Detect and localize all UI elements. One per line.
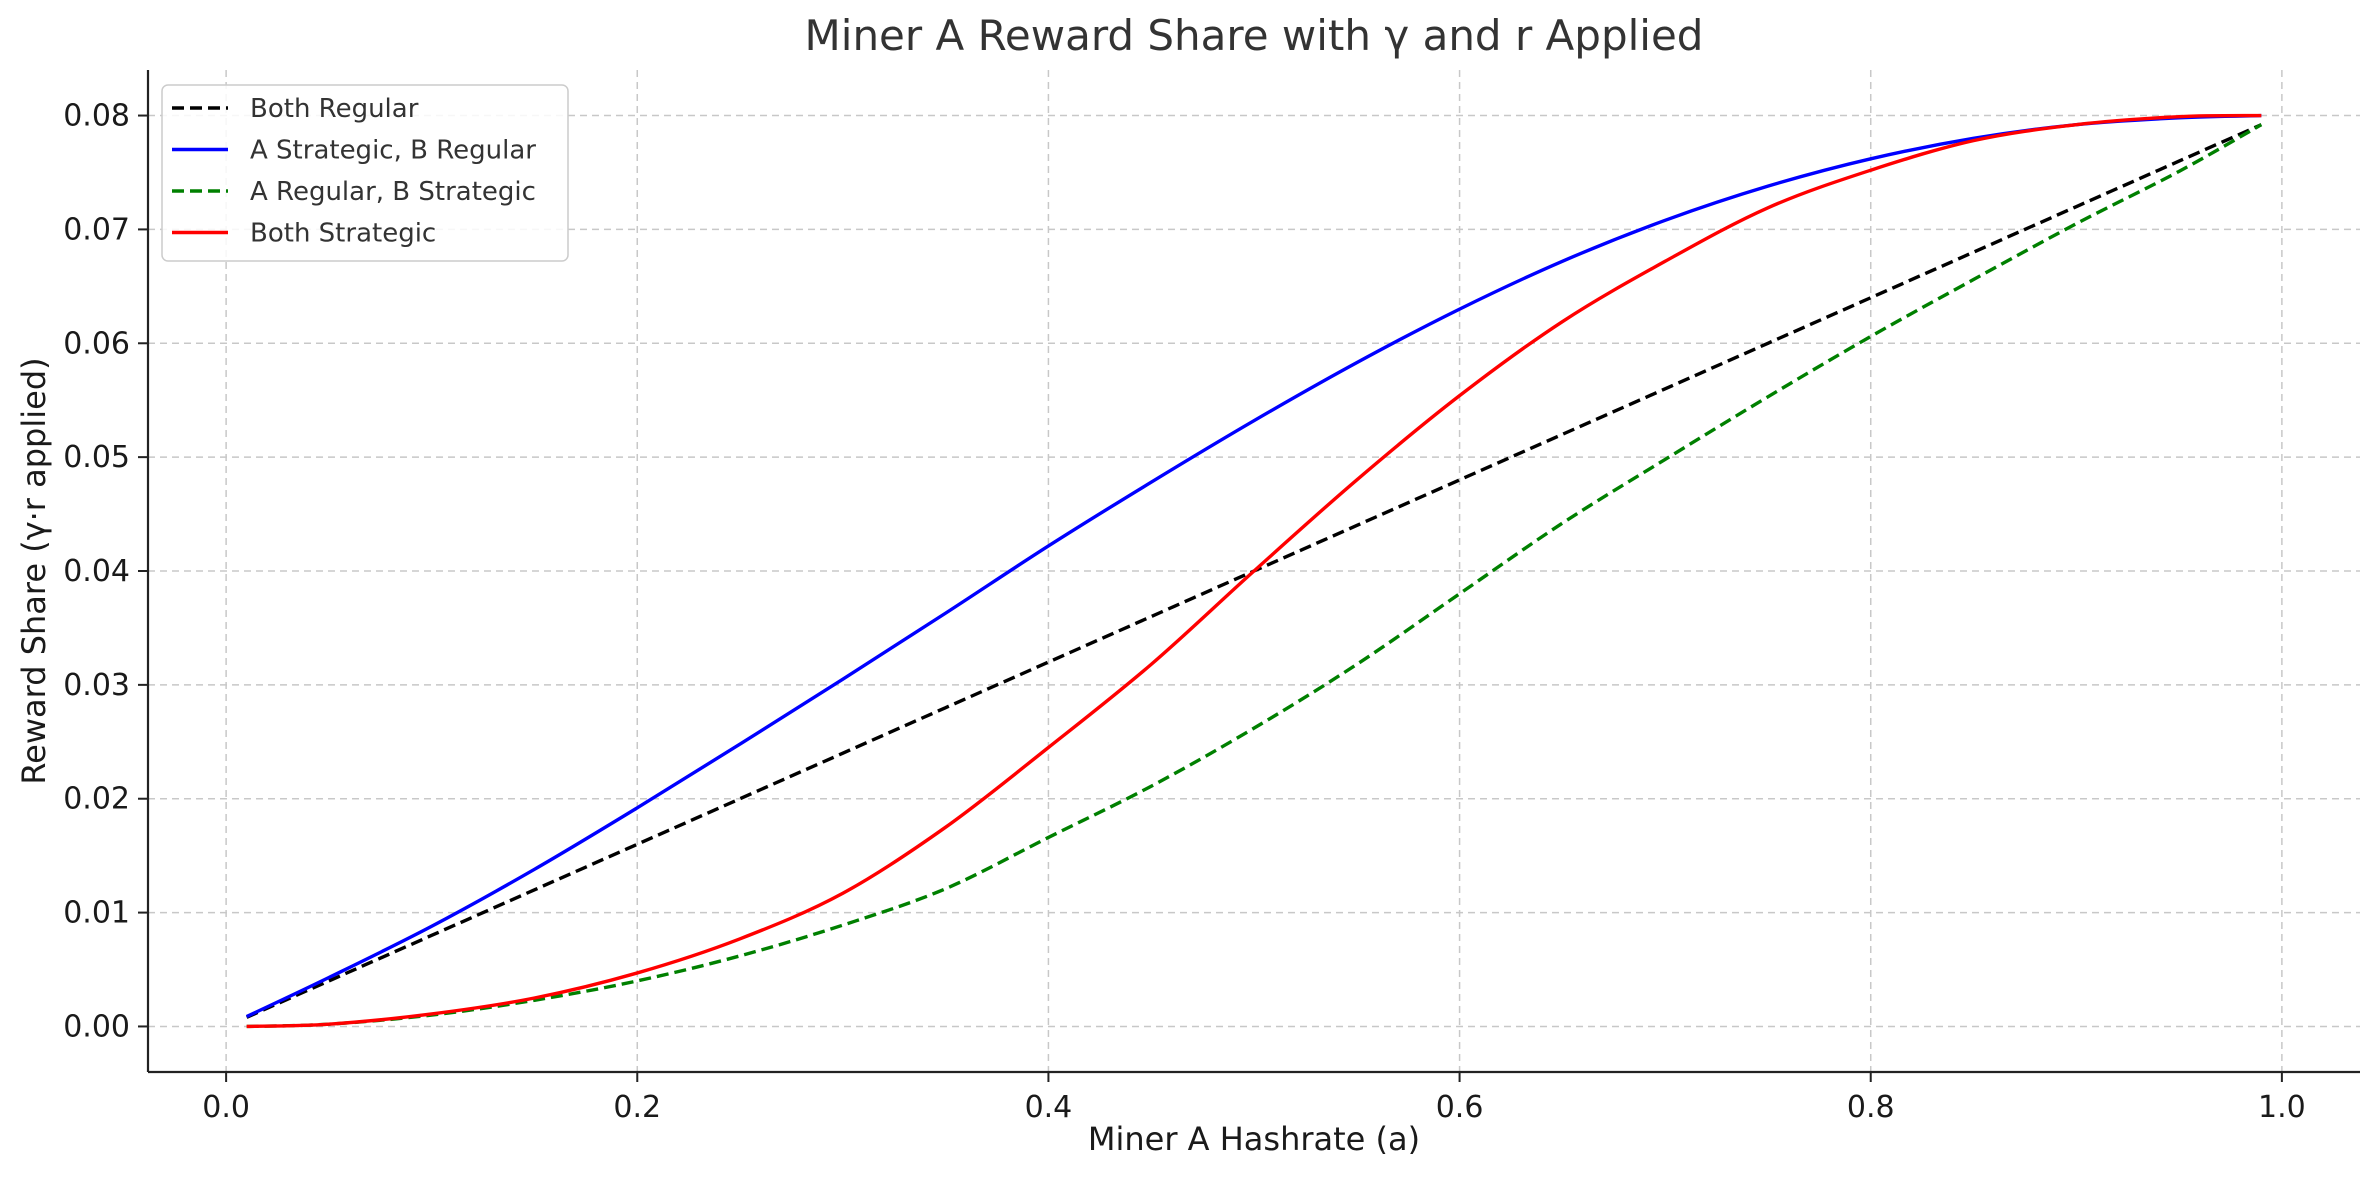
legend-label-a-strategic-b-regular: A Strategic, B Regular xyxy=(250,136,536,166)
y-ticks: 0.00 0.01 0.02 0.03 0.04 0.05 0.06 0.07 0.08 xyxy=(63,99,148,1044)
y-tick-label: 0.07 xyxy=(63,212,130,247)
y-tick-label: 0.05 xyxy=(63,440,130,475)
x-ticks: 0.0 0.2 0.4 0.6 0.8 1.0 xyxy=(202,1072,2306,1125)
legend-label-both-regular: Both Regular xyxy=(250,94,419,124)
y-axis-label: Reward Share (γ·r applied) xyxy=(15,357,53,784)
legend-label-both-strategic: Both Strategic xyxy=(250,219,436,249)
legend-frame xyxy=(161,84,569,262)
chart-title: Miner A Reward Share with γ and r Applie… xyxy=(805,11,1704,60)
y-tick-label: 0.01 xyxy=(63,896,130,931)
x-tick-label: 0.8 xyxy=(1847,1090,1895,1125)
y-tick-label: 0.08 xyxy=(63,99,130,134)
x-tick-label: 0.0 xyxy=(202,1090,250,1125)
x-axis-label: Miner A Hashrate (a) xyxy=(1088,1120,1420,1158)
series-line-a-regular-b-strategic xyxy=(246,123,2263,1029)
y-tick-label: 0.04 xyxy=(63,554,130,589)
y-tick-label: 0.02 xyxy=(63,782,130,817)
legend: Both Regular A Strategic, B Regular A Regu… xyxy=(161,84,569,262)
legend-label-a-regular-b-strategic: A Regular, B Strategic xyxy=(250,177,536,207)
y-tick-label: 0.00 xyxy=(63,1009,130,1044)
x-tick-label: 0.6 xyxy=(1436,1090,1484,1125)
x-tick-label: 0.2 xyxy=(613,1090,661,1125)
x-tick-label: 0.4 xyxy=(1025,1090,1073,1125)
y-tick-label: 0.06 xyxy=(63,326,130,361)
series-line-a-strategic-b-regular xyxy=(245,113,2262,1019)
x-tick-label: 1.0 xyxy=(2258,1090,2306,1125)
series-line-both-strategic xyxy=(246,113,2262,1029)
y-tick-label: 0.03 xyxy=(63,668,130,703)
series-lines xyxy=(245,113,2263,1029)
